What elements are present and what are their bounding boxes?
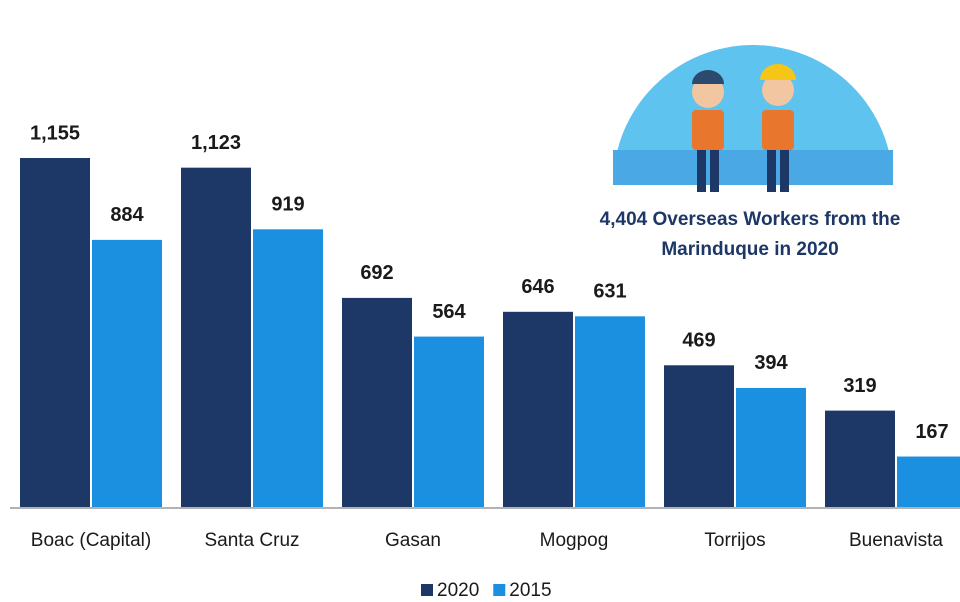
x-tick-label: Mogpog	[540, 530, 609, 551]
x-tick-label: Santa Cruz	[204, 530, 299, 551]
x-tick-label: Torrijos	[704, 530, 765, 551]
legend-label: 2020	[437, 580, 479, 601]
value-label: 167	[915, 421, 948, 443]
legend-label: 2015	[509, 580, 551, 601]
value-label: 646	[521, 276, 554, 298]
bar	[503, 311, 573, 507]
bar	[414, 336, 484, 507]
value-label: 919	[271, 194, 304, 216]
x-tick-label: Boac (Capital)	[31, 530, 151, 551]
value-label: 469	[682, 330, 715, 352]
bar	[342, 297, 412, 507]
x-tick-label: Gasan	[385, 530, 441, 551]
value-label: 319	[843, 375, 876, 397]
legend-swatch	[421, 584, 433, 596]
value-label: 631	[593, 281, 626, 303]
value-label: 564	[432, 301, 466, 323]
bar	[181, 167, 251, 508]
bar	[20, 158, 90, 507]
value-label: 394	[754, 352, 788, 374]
value-label: 884	[110, 204, 144, 226]
bar	[897, 456, 960, 507]
legend-swatch	[493, 584, 506, 596]
bar	[664, 365, 734, 507]
illustration	[613, 45, 893, 192]
annotation: 4,404 Overseas Workers from the Marinduq…	[599, 209, 901, 260]
bar	[575, 316, 645, 507]
bar	[825, 410, 895, 507]
value-label: 1,155	[30, 122, 80, 144]
bar	[253, 229, 323, 507]
bar	[736, 387, 806, 507]
value-label: 692	[360, 262, 393, 284]
x-tick-label: Buenavista	[849, 530, 943, 551]
bar	[92, 239, 162, 507]
value-label: 1,123	[191, 132, 241, 154]
